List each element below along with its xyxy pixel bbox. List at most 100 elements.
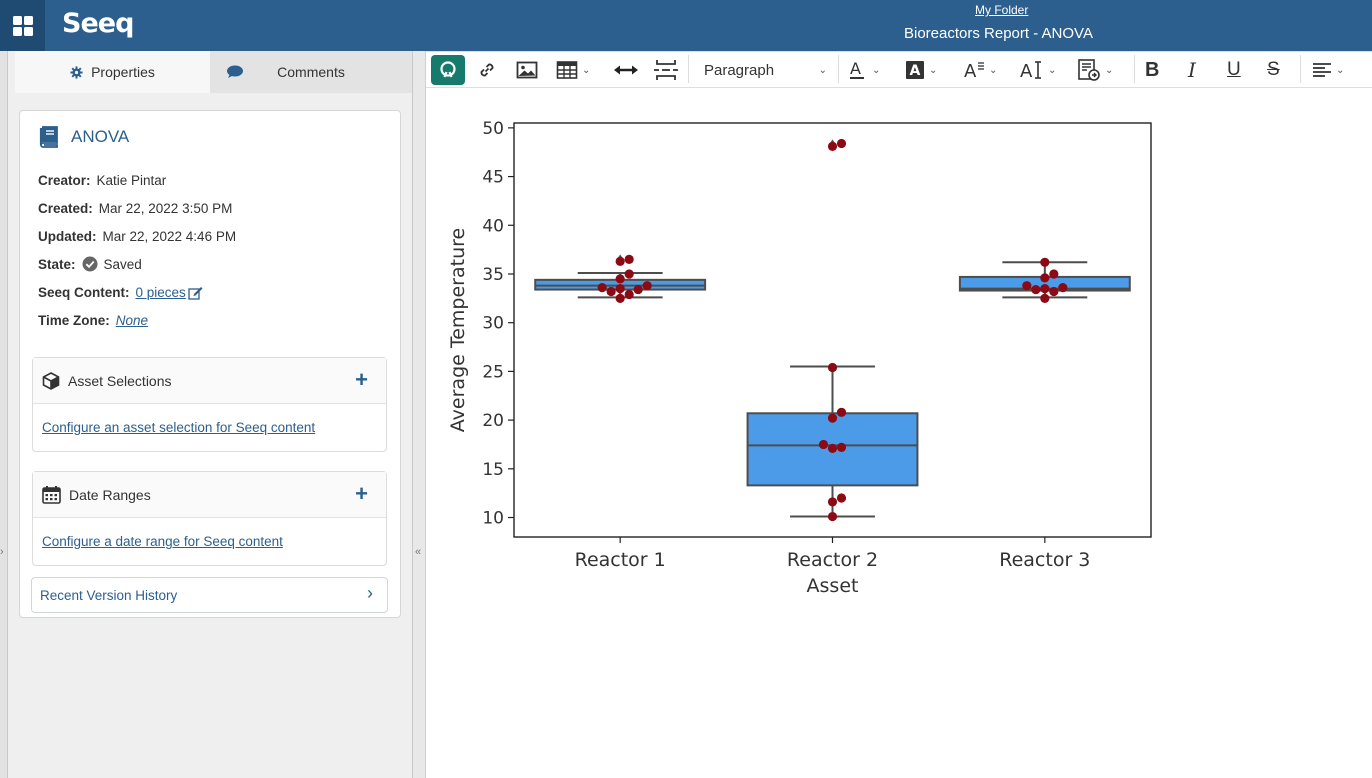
- recent-version-history-label: Recent Version History: [40, 587, 178, 603]
- insert-table-button[interactable]: ⌄: [556, 52, 590, 88]
- seeq-content-insert-button[interactable]: [431, 55, 465, 85]
- image-icon: [516, 61, 538, 79]
- font-family-button[interactable]: A ⌄: [963, 52, 997, 88]
- state-label: State:: [38, 256, 76, 272]
- data-point: [1040, 293, 1050, 303]
- x-tick-label: Reactor 3: [999, 549, 1090, 571]
- tab-properties-label: Properties: [91, 64, 155, 80]
- italic-button[interactable]: I: [1188, 52, 1196, 88]
- edit-icon[interactable]: [188, 286, 203, 300]
- document-insert-icon: [1078, 59, 1100, 81]
- x-tick-label: Reactor 1: [575, 549, 666, 571]
- toolbar-divider: [838, 55, 839, 83]
- toolbar-divider: [688, 55, 689, 83]
- strikethrough-button[interactable]: S: [1267, 52, 1280, 88]
- tab-comments[interactable]: Comments: [210, 51, 412, 93]
- cube-icon: [42, 371, 60, 390]
- data-point: [827, 413, 838, 423]
- panel-splitter[interactable]: «: [412, 51, 426, 778]
- background-color-icon: A: [906, 61, 924, 79]
- creator-label: Creator:: [38, 173, 91, 188]
- asset-selections-body: Configure an asset selection for Seeq co…: [33, 404, 386, 451]
- configure-date-range-link[interactable]: Configure a date range for Seeq content: [42, 534, 283, 549]
- chevron-down-icon: ⌄: [872, 64, 881, 76]
- data-point: [1040, 257, 1050, 267]
- page-break-icon: [654, 60, 678, 80]
- gear-icon: [70, 65, 83, 79]
- data-point: [818, 439, 829, 450]
- seeq-content-icon: [440, 61, 456, 78]
- insert-content-template-button[interactable]: ⌄: [1077, 52, 1113, 88]
- bold-button[interactable]: B: [1145, 52, 1159, 88]
- folder-breadcrumb-link[interactable]: My Folder: [975, 3, 1029, 17]
- font-color-icon: A: [850, 59, 864, 79]
- data-point: [624, 254, 634, 264]
- underline-icon: U: [1227, 59, 1241, 80]
- data-point: [836, 407, 847, 417]
- date-ranges-body: Configure a date range for Seeq content: [33, 518, 386, 565]
- toolbar-divider: [1300, 55, 1301, 83]
- chevron-down-icon: ⌄: [1336, 64, 1345, 76]
- document-name: ANOVA: [71, 127, 130, 146]
- seeq-content-label: Seeq Content:: [38, 285, 130, 300]
- font-family-icon: A: [964, 61, 984, 81]
- font-size-button[interactable]: A ⌄: [1020, 52, 1056, 88]
- font-size-icon: A: [1020, 61, 1041, 81]
- strikethrough-icon: S: [1267, 59, 1280, 80]
- seeq-content-link[interactable]: 0 pieces: [135, 285, 186, 300]
- y-tick-label: 20: [482, 411, 504, 431]
- tab-comments-label: Comments: [277, 64, 345, 80]
- created-label: Created:: [38, 201, 93, 216]
- chevron-down-icon: ⌄: [929, 64, 938, 76]
- add-asset-selection-button[interactable]: +: [355, 367, 368, 392]
- page-break-button[interactable]: [653, 52, 679, 88]
- chevron-down-icon: ⌄: [1048, 64, 1057, 76]
- timezone-link[interactable]: None: [115, 313, 149, 328]
- updated-value: Mar 22, 2022 4:46 PM: [102, 229, 237, 244]
- top-header: [0, 0, 1372, 51]
- editor-toolbar: [426, 51, 1372, 88]
- chevron-down-icon: ⌄: [1105, 64, 1114, 76]
- add-date-range-button[interactable]: +: [355, 481, 368, 506]
- timezone-row: Time Zone: None: [38, 313, 148, 328]
- insert-image-button[interactable]: [516, 52, 538, 88]
- y-tick-label: 35: [482, 265, 504, 285]
- paragraph-style-select[interactable]: Paragraph ⌄: [704, 52, 829, 88]
- chevron-down-icon: ⌄: [818, 64, 827, 76]
- configure-asset-selection-link[interactable]: Configure an asset selection for Seeq co…: [42, 420, 316, 435]
- svg-text:A: A: [964, 61, 977, 81]
- data-point: [827, 443, 838, 453]
- data-point: [615, 293, 625, 303]
- x-tick-label: Reactor 2: [787, 549, 878, 571]
- underline-button[interactable]: U: [1227, 52, 1241, 88]
- document-title: ANOVA: [37, 126, 129, 148]
- recent-version-history-button[interactable]: Recent Version History ›: [31, 577, 388, 613]
- data-point: [606, 286, 616, 297]
- data-point: [836, 493, 847, 503]
- insert-link-button[interactable]: [477, 52, 497, 88]
- y-tick-label: 30: [482, 314, 504, 334]
- updated-label: Updated:: [38, 229, 97, 244]
- timezone-label: Time Zone:: [38, 313, 110, 328]
- calendar-icon: [42, 486, 61, 504]
- svg-text:A: A: [1020, 61, 1033, 81]
- horizontal-line-button[interactable]: [613, 52, 639, 88]
- data-point: [1040, 284, 1050, 294]
- data-point: [1058, 283, 1068, 293]
- left-collapse-strip[interactable]: ›: [0, 51, 8, 778]
- date-ranges-section: Date Ranges + Configure a date range for…: [32, 471, 387, 566]
- data-point: [642, 281, 652, 291]
- data-point: [827, 141, 838, 151]
- asset-selections-header: Asset Selections +: [33, 358, 386, 404]
- tab-properties[interactable]: Properties: [15, 51, 210, 93]
- paragraph-style-value: Paragraph: [704, 61, 775, 79]
- chevron-right-icon: ›: [367, 583, 373, 603]
- apps-menu-button[interactable]: [0, 0, 45, 51]
- background-color-button[interactable]: A ⌄: [905, 52, 937, 88]
- align-button[interactable]: ⌄: [1312, 52, 1344, 88]
- toolbar-divider: [1134, 55, 1135, 83]
- data-point: [836, 442, 847, 452]
- font-color-button[interactable]: A ⌄: [848, 52, 880, 88]
- data-point: [597, 283, 607, 293]
- seeq-logo[interactable]: Seeq: [62, 8, 134, 39]
